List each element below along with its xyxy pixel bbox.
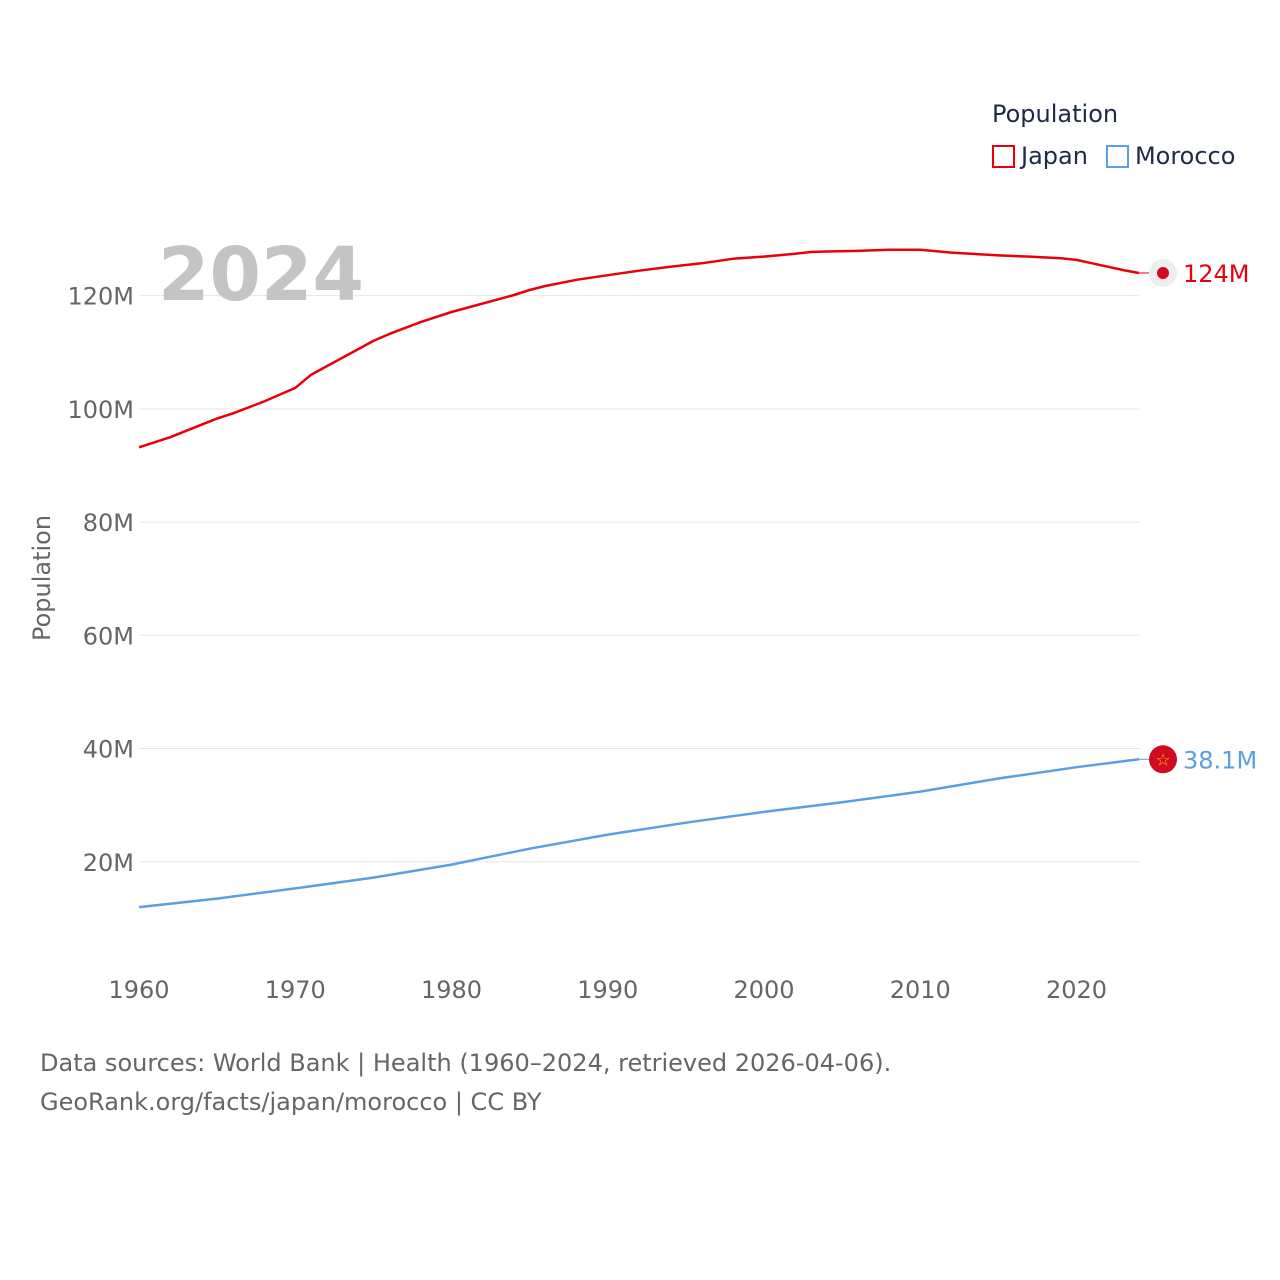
- x-tick-label: 1960: [108, 976, 169, 1004]
- y-tick-label: 80M: [83, 509, 134, 537]
- end-value-label-morocco: 38.1M: [1183, 746, 1257, 774]
- legend-title: Population: [992, 100, 1119, 128]
- legend: Japan Morocco: [992, 142, 1235, 170]
- x-tick-label: 1970: [265, 976, 326, 1004]
- series-line-morocco: [138, 758, 1140, 909]
- y-tick-label: 20M: [83, 849, 134, 877]
- legend-item-japan[interactable]: Japan: [992, 142, 1088, 170]
- year-label: 2024: [158, 232, 364, 318]
- y-tick-label: 40M: [83, 736, 134, 764]
- footer: Data sources: World Bank | Health (1960–…: [40, 1044, 891, 1122]
- y-axis-title: Population: [28, 515, 56, 641]
- legend-item-morocco[interactable]: Morocco: [1105, 142, 1236, 170]
- y-tick-label: 100M: [67, 396, 134, 424]
- y-tick-label: 60M: [83, 622, 134, 650]
- x-tick-label: 2020: [1046, 976, 1107, 1004]
- x-tick-label: 2000: [733, 976, 794, 1004]
- series-line-japan: [138, 248, 1140, 449]
- legend-label-japan: Japan: [1021, 142, 1088, 170]
- end-value-label-japan: 124M: [1183, 260, 1250, 288]
- legend-swatch-morocco: [1105, 144, 1129, 168]
- morocco-flag-star: ☆: [1155, 750, 1170, 770]
- source-link[interactable]: GeoRank.org/facts/japan/morocco | CC BY: [40, 1088, 542, 1116]
- x-tick-label: 1980: [421, 976, 482, 1004]
- x-tick-label: 1990: [577, 976, 638, 1004]
- japan-flag-disc: [1157, 266, 1169, 279]
- legend-label-morocco: Morocco: [1134, 142, 1236, 170]
- legend-swatch-japan: [992, 144, 1015, 168]
- data-sources-text: Data sources: World Bank | Health (1960–…: [40, 1049, 892, 1077]
- x-tick-label: 2010: [890, 976, 951, 1004]
- morocco-flag-icon: [1149, 745, 1177, 774]
- y-tick-label: 120M: [67, 283, 134, 311]
